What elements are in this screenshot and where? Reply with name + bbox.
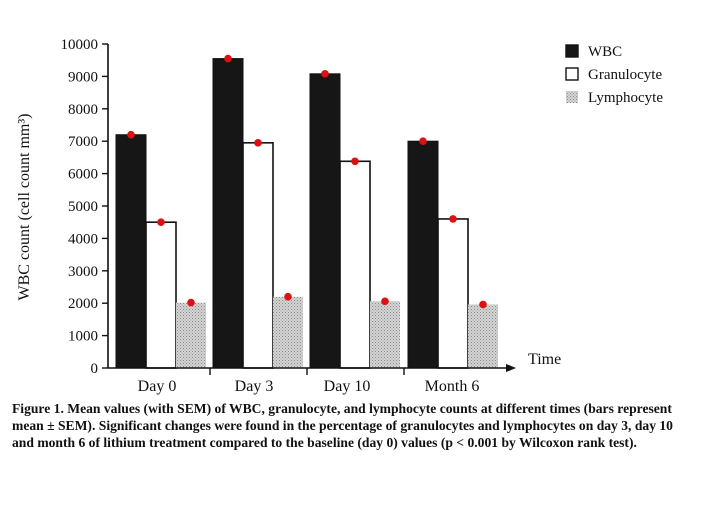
marker-granulocyte-day-10 bbox=[351, 157, 359, 166]
x-tick-label-day-3: Day 3 bbox=[235, 378, 274, 395]
marker-lymphocyte-month-6 bbox=[479, 300, 487, 309]
bar-wbc-day-10 bbox=[309, 73, 341, 369]
marker-granulocyte-day-0 bbox=[157, 218, 165, 226]
bar-wbc-month-6 bbox=[407, 140, 439, 369]
markers-layer bbox=[127, 54, 487, 309]
legend-label-wbc: WBC bbox=[588, 44, 622, 60]
bar-wbc-day-0 bbox=[115, 134, 147, 369]
x-axis-title: Time bbox=[528, 351, 561, 368]
marker-lymphocyte-day-0 bbox=[187, 298, 195, 307]
x-tick-label-day-0: Day 0 bbox=[138, 378, 177, 395]
legend-label-granulocyte: Granulocyte bbox=[588, 67, 662, 83]
marker-wbc-month-6 bbox=[419, 137, 427, 145]
y-tick-label: 4000 bbox=[68, 231, 98, 247]
y-tick-label: 10000 bbox=[61, 37, 99, 53]
bar-wbc-day-3 bbox=[212, 58, 244, 369]
caption-text: Mean values (with SEM) of WBC, granulocy… bbox=[12, 401, 673, 450]
y-tick-label: 1000 bbox=[68, 329, 98, 345]
bar-granulocyte-month-6 bbox=[437, 218, 469, 369]
x-tick-label-day-10: Day 10 bbox=[324, 378, 371, 395]
bars-layer bbox=[115, 58, 498, 369]
axes-layer: 0 1000 2000 3000 4000 5000 6000 7000 8000 9000 100… bbox=[61, 37, 516, 395]
bar-chart: 0 1000 2000 3000 4000 5000 6000 7000 8000 9000 100… bbox=[16, 37, 663, 395]
marker-wbc-day-0 bbox=[127, 130, 135, 139]
legend-swatch-wbc bbox=[565, 44, 579, 58]
legend-label-lymphocyte: Lymphocyte bbox=[588, 90, 663, 106]
x-axis-arrow bbox=[506, 364, 516, 372]
figure-label: Figure 1. bbox=[12, 401, 64, 416]
marker-wbc-day-10 bbox=[321, 70, 329, 78]
y-tick-label: 2000 bbox=[68, 296, 98, 312]
bar-lymphocyte-day-0 bbox=[176, 302, 206, 368]
marker-wbc-day-3 bbox=[224, 54, 232, 63]
legend-swatch-granulocyte bbox=[565, 67, 579, 81]
y-tick-label: 7000 bbox=[68, 134, 98, 150]
y-tick-label: 3000 bbox=[68, 264, 98, 280]
bar-granulocyte-day-10 bbox=[339, 160, 371, 369]
y-axis-title: WBC count (cell count mm³) bbox=[16, 114, 33, 301]
bar-granulocyte-day-0 bbox=[145, 221, 177, 369]
x-tick-label-month-6: Month 6 bbox=[425, 378, 480, 395]
bar-lymphocyte-day-3 bbox=[273, 296, 303, 368]
figure-caption: Figure 1. Mean values (with SEM) of WBC,… bbox=[12, 400, 690, 451]
marker-lymphocyte-day-3 bbox=[284, 292, 292, 301]
bar-granulocyte-day-3 bbox=[242, 142, 274, 369]
legend-swatch-lymphocyte bbox=[566, 91, 578, 103]
marker-lymphocyte-day-10 bbox=[381, 297, 389, 306]
y-tick-label: 9000 bbox=[68, 69, 98, 85]
y-tick-label: 8000 bbox=[68, 102, 98, 118]
y-tick-label: 0 bbox=[91, 361, 99, 377]
bar-lymphocyte-month-6 bbox=[468, 304, 498, 368]
marker-granulocyte-day-3 bbox=[254, 139, 262, 147]
y-tick-label: 6000 bbox=[68, 167, 98, 183]
bar-lymphocyte-day-10 bbox=[370, 301, 400, 368]
y-tick-label: 5000 bbox=[68, 199, 98, 215]
marker-granulocyte-month-6 bbox=[449, 215, 457, 223]
legend: WBC Granulocyte Lymphocyte bbox=[565, 44, 663, 106]
